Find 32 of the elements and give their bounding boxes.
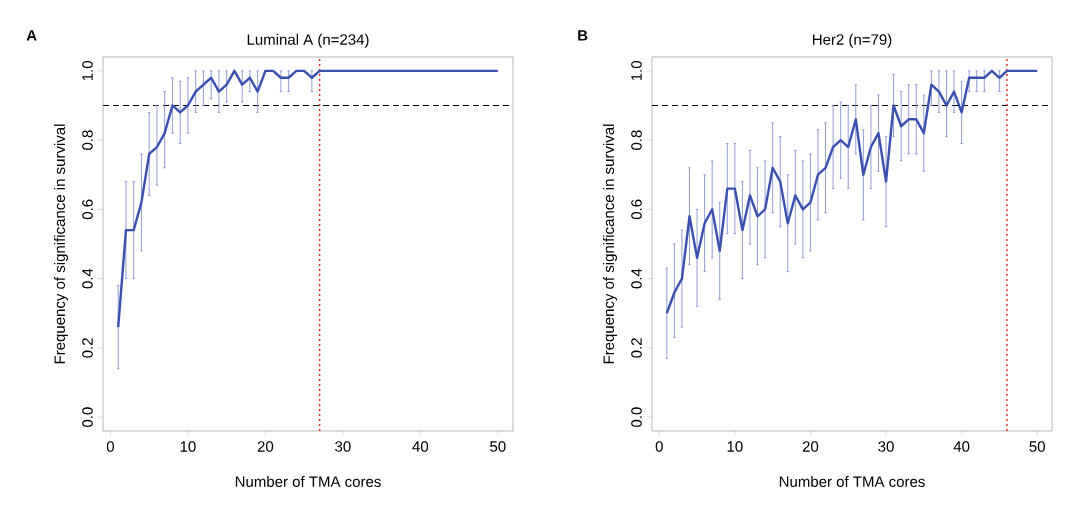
y-tick-label: 0.8 (82, 130, 93, 150)
y-tick-label: 0.4 (631, 268, 642, 289)
text: B (578, 30, 588, 41)
x-tick-label: 40 (412, 441, 429, 452)
x-axis-title: Number of TMA cores (779, 476, 925, 488)
y-tick-label: 0.2 (82, 338, 93, 358)
y-tick-label: 0.0 (631, 407, 642, 427)
x-axis-title: Number of TMA cores (235, 476, 381, 488)
y-axis-title: Frequency of significance in survival (54, 124, 68, 364)
y-tick-label: 0.8 (631, 130, 642, 150)
chart-title: Luminal A (n=234) (247, 33, 369, 48)
y-axis-title: Frequency of significance in survival (603, 124, 617, 364)
x-tick-label: 0 (655, 441, 663, 452)
chart-title: Her2 (n=79) (813, 33, 892, 48)
y-tick-label: 1.0 (631, 61, 642, 81)
y-tick-label: 0.6 (631, 199, 642, 220)
x-tick-label: 10 (180, 441, 196, 452)
x-tick-label: 50 (1029, 441, 1045, 452)
y-tick-label: 0.6 (82, 199, 93, 220)
y-tick-label: 0.0 (82, 407, 93, 427)
x-tick-label: 0 (106, 441, 115, 452)
x-tick-label: 40 (953, 441, 970, 452)
x-tick-label: 10 (727, 441, 743, 452)
x-tick-label: 30 (878, 441, 894, 452)
y-tick-label: 0.2 (631, 338, 642, 358)
x-tick-label: 30 (335, 441, 351, 452)
x-tick-label: 20 (802, 441, 819, 452)
x-tick-label: 20 (257, 441, 274, 452)
y-tick-label: 0.4 (82, 268, 93, 289)
text: A (26, 30, 37, 41)
x-tick-label: 50 (490, 441, 506, 452)
y-tick-label: 1.0 (82, 61, 93, 81)
